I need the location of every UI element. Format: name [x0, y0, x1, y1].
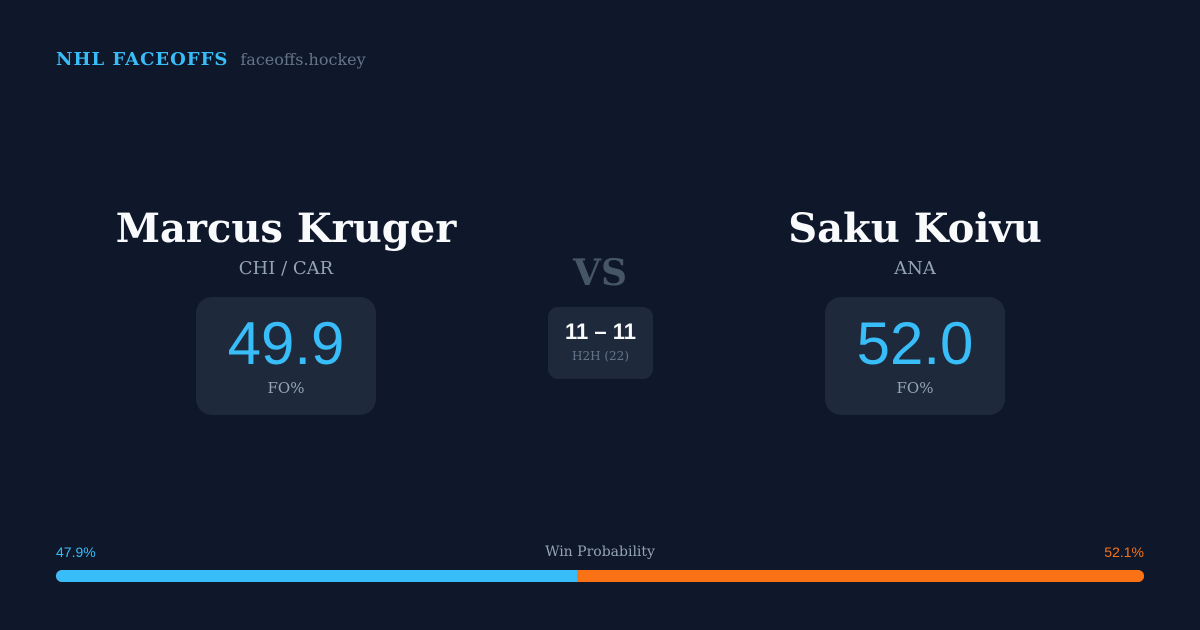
fo-percentage: 49.9 — [227, 310, 345, 377]
h2h-score: 11 – 11 — [565, 319, 636, 344]
fo-label: FO% — [267, 379, 305, 397]
fo-percentage: 52.0 — [856, 310, 974, 377]
player-team: CHI / CAR — [238, 258, 334, 279]
vs-label: VS — [573, 252, 627, 294]
left-probability: 47.9% — [56, 544, 96, 560]
left-probability-fill — [56, 570, 578, 582]
player-name: Saku Koivu — [788, 205, 1042, 252]
right-probability-fill — [577, 570, 1144, 582]
right-player: Saku Koivu ANA 52.0 FO% — [705, 205, 1125, 415]
player-team: ANA — [894, 258, 936, 279]
win-probability-title: Win Probability — [545, 544, 655, 560]
fo-card: 52.0 FO% — [824, 297, 1006, 415]
fo-label: FO% — [896, 379, 934, 397]
brand-title: NHL FACEOFFS — [56, 49, 229, 70]
brand: NHL FACEOFFS faceoffs.hockey — [56, 49, 366, 70]
h2h-card: 11 – 11 H2H (22) — [548, 307, 653, 379]
h2h-label: H2H (22) — [571, 349, 629, 363]
player-name: Marcus Kruger — [115, 205, 457, 252]
win-probability-bar — [56, 570, 1144, 582]
brand-url: faceoffs.hockey — [240, 50, 366, 69]
right-probability: 52.1% — [1104, 544, 1144, 560]
left-player: Marcus Kruger CHI / CAR 49.9 FO% — [76, 205, 496, 415]
fo-card: 49.9 FO% — [195, 297, 377, 415]
